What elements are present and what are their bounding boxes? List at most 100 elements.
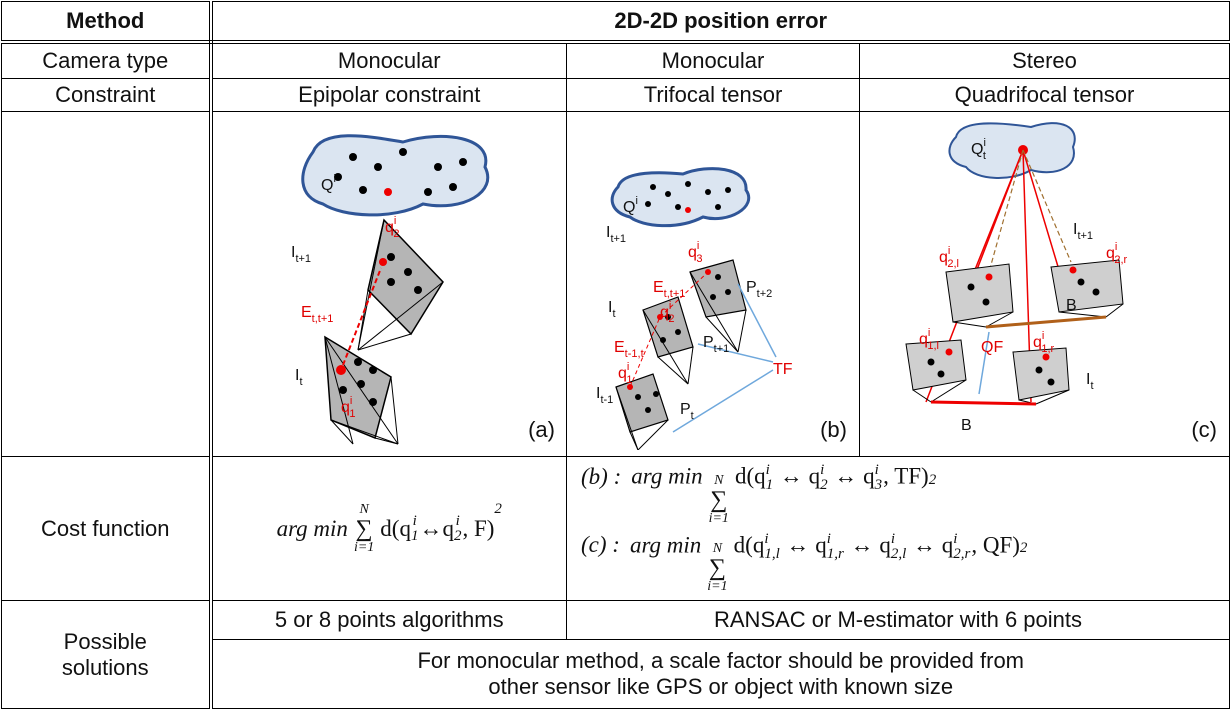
label-sub: 2 — [668, 313, 674, 325]
formula-text: q — [879, 532, 891, 557]
figure-label: Pt+1 — [703, 334, 729, 355]
cell: 5 or 8 points algorithms — [211, 601, 567, 640]
label-sub: t+1 — [713, 343, 729, 355]
formula-text: ↔ — [829, 464, 864, 489]
label-sup: i — [947, 245, 949, 257]
figure-label: Et,t+1 — [301, 304, 333, 325]
label-sup: i — [393, 215, 395, 227]
sum-lower: i=1 — [707, 580, 727, 594]
figure-label: It+1 — [1073, 221, 1093, 242]
label-sup: i — [1041, 330, 1043, 342]
sum-upper: N — [713, 542, 722, 556]
figure-label: TF — [773, 361, 793, 378]
label-sup: i — [635, 195, 637, 207]
label-sub: 1 — [626, 374, 632, 386]
label-text: QF — [981, 339, 1003, 356]
subscript: 1,l — [764, 547, 779, 562]
label-sub: 1 — [349, 408, 355, 420]
label-sub: t,t+1 — [663, 288, 685, 300]
cell: Epipolar constraint — [211, 79, 567, 112]
figure-label: It — [295, 367, 303, 388]
sum: N∑i=1 — [707, 542, 727, 594]
label-sub: 1,l — [927, 340, 939, 352]
formula-prefix: (c) : — [581, 532, 620, 557]
figure-caption: (b) — [820, 417, 847, 442]
script: i2 — [820, 463, 828, 493]
label-sub: t-1 — [600, 394, 613, 406]
label-sub: t+1 — [1077, 230, 1093, 242]
row-label: Possible solutions — [2, 601, 211, 709]
label-sub: t+2 — [756, 288, 772, 300]
figure-label: B — [961, 417, 972, 434]
subscript: 3 — [875, 478, 883, 493]
sum: N∑i=1 — [709, 474, 729, 526]
superscript: i — [766, 463, 774, 478]
subscript: 2 — [454, 529, 462, 544]
formula-text: , TF) — [883, 464, 929, 489]
solutions-row: Possible solutions 5 or 8 points algorit… — [2, 601, 1230, 640]
superscript: i — [820, 463, 828, 478]
label-text: TF — [773, 361, 793, 378]
formula-operator: arg min — [630, 532, 701, 557]
formula-text: q — [815, 532, 827, 557]
formula-text: q — [754, 464, 766, 489]
script: i1 — [766, 463, 774, 493]
label-sub: t+1 — [610, 233, 626, 245]
formula-text: q — [809, 464, 821, 489]
formula-text: q — [442, 516, 454, 542]
formula-prefix: (b) : — [581, 464, 621, 489]
cell: Monocular — [211, 42, 567, 79]
figure-label: Pt — [680, 401, 694, 422]
label-sup: i — [927, 327, 929, 339]
label-sub: t — [690, 410, 693, 422]
label-sub: 2 — [393, 228, 399, 240]
label-sup: i — [696, 240, 698, 252]
formula-text: d( — [380, 516, 399, 542]
superscript: i — [891, 532, 906, 547]
formula-text: ↔ — [774, 464, 809, 489]
label-line: solutions — [2, 655, 209, 681]
superscript: i — [764, 532, 779, 547]
row-label: Camera type — [2, 42, 211, 79]
row-label: Cost function — [2, 457, 211, 601]
sum-lower: i=1 — [354, 541, 374, 555]
header-row: Method 2D-2D position error — [2, 2, 1230, 43]
figure-label: qi2,l — [939, 245, 959, 270]
label-sub: t-1,t — [624, 348, 643, 360]
figure-label: Et,t+1 — [653, 279, 685, 300]
figure-label: qi1 — [618, 361, 632, 386]
figure-label: Pt+2 — [746, 279, 772, 300]
formula-text: ↔ — [781, 532, 816, 557]
figure-caption: (a) — [528, 417, 555, 442]
figure-label: It — [1086, 371, 1094, 392]
label-text: B — [1066, 297, 1077, 314]
sum-symbol: ∑ — [709, 556, 726, 580]
label-line: Possible — [2, 629, 209, 655]
cell: Stereo — [860, 42, 1230, 79]
label-text: E — [614, 339, 625, 356]
subscript: 2,l — [891, 547, 906, 562]
formula-text: , QF) — [971, 532, 1020, 557]
label-text: P — [680, 401, 691, 418]
figure-label: It+1 — [606, 224, 626, 245]
label-text: Q — [971, 141, 983, 158]
label-sub: t — [612, 308, 615, 320]
row-label: Constraint — [2, 79, 211, 112]
label-text: E — [653, 279, 664, 296]
label-sup: i — [626, 361, 628, 373]
label-sub: 2,l — [947, 258, 959, 270]
formula-operator: arg min — [277, 516, 348, 542]
figure-label: QF — [981, 339, 1003, 356]
